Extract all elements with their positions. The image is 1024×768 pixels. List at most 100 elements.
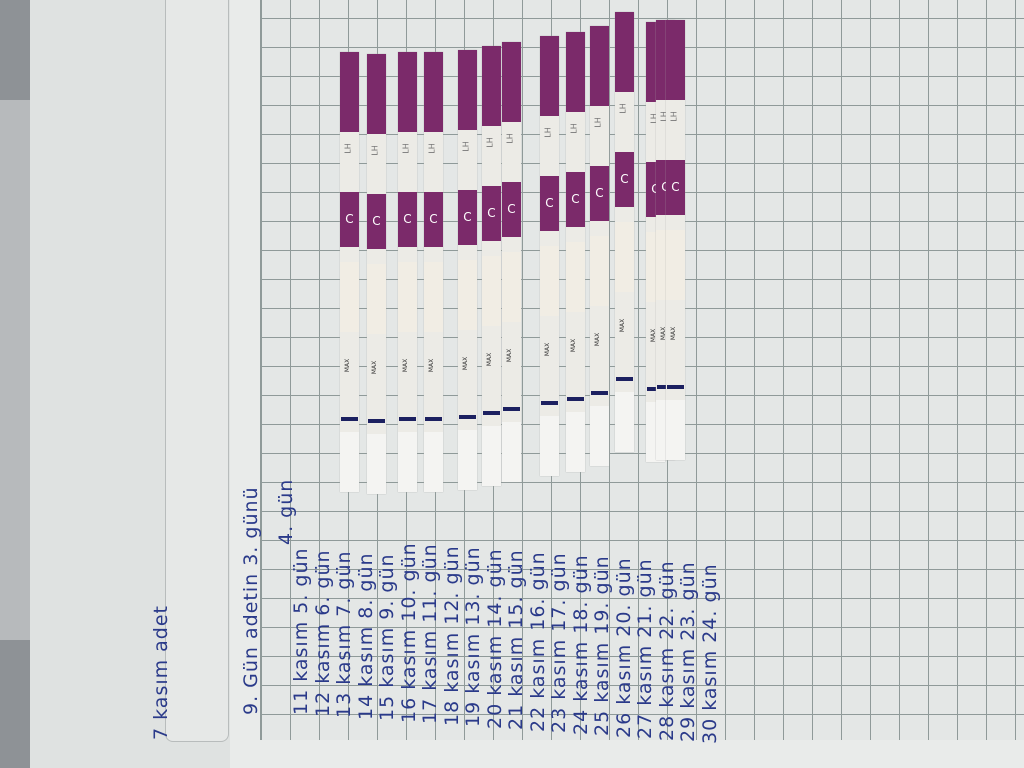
max-label: MAX: [570, 338, 578, 353]
c-label: C: [463, 210, 472, 224]
test-pad: [502, 252, 521, 322]
strip-tip: [398, 432, 417, 492]
strip-handle: [666, 20, 685, 100]
strip-handle: [340, 52, 359, 132]
note-line: 22 kasım 16. gün: [526, 550, 549, 732]
note-line: 18 kasım 12. gün: [440, 544, 463, 726]
max-label: MAX: [619, 318, 627, 333]
test-pad: [482, 256, 501, 326]
control-band: C: [367, 194, 386, 249]
max-label: MAX: [371, 360, 379, 375]
lh-label: LH: [485, 137, 495, 148]
lh-label: LH: [669, 111, 679, 122]
max-line: [341, 417, 358, 421]
test-pad: [458, 260, 477, 330]
test-strip: LH C MAX: [615, 12, 634, 452]
max-line: [399, 417, 416, 421]
strip-tip: [502, 422, 521, 482]
test-pad: [340, 262, 359, 332]
test-pad: [566, 242, 585, 312]
strip-tip: [590, 406, 609, 466]
lh-label: LH: [505, 133, 515, 144]
max-label: MAX: [402, 358, 410, 373]
c-label: C: [545, 196, 554, 210]
strip-handle: [424, 52, 443, 132]
control-band: C: [666, 160, 685, 215]
c-label: C: [507, 202, 516, 216]
note-line: 23 kasım 17. gün: [548, 552, 570, 733]
c-label: C: [429, 212, 438, 226]
note-line: 16 kasım 10. gün: [397, 541, 420, 723]
strip-tip: [340, 432, 359, 492]
control-band: C: [340, 192, 359, 247]
note-line: 17 kasım 11. gün: [419, 543, 441, 724]
test-strip: LH C MAX: [458, 50, 477, 490]
max-label: MAX: [670, 326, 678, 341]
strip-tip: [566, 412, 585, 472]
max-line: [667, 385, 684, 389]
max-label: MAX: [486, 352, 494, 367]
note-line: 15 kasım 9. gün: [376, 553, 398, 721]
strip-handle: [566, 32, 585, 112]
control-band: C: [398, 192, 417, 247]
note-line: 9. Gün adetin 3. günü: [240, 486, 262, 715]
test-pad: [424, 262, 443, 332]
note-line: 27 kasım 21. gün: [634, 558, 656, 739]
lh-label: LH: [343, 143, 353, 154]
max-line: [459, 415, 476, 419]
test-strip: LH C MAX: [482, 46, 501, 486]
strip-handle: [367, 54, 386, 134]
note-line: 26 kasım 20. gün: [612, 556, 635, 738]
max-line: [368, 419, 385, 423]
control-band: C: [540, 176, 559, 231]
note-line: 20 kasım 14. gün: [483, 547, 506, 729]
strip-tip: [482, 426, 501, 486]
note-line: 4. gün: [275, 478, 297, 545]
test-strip: LH C MAX: [566, 32, 585, 472]
strip-handle: [540, 36, 559, 116]
max-label: MAX: [544, 342, 552, 357]
c-label: C: [372, 214, 381, 228]
test-pad: [398, 262, 417, 332]
lh-label: LH: [401, 143, 411, 154]
max-label: MAX: [428, 358, 436, 373]
control-band: C: [482, 186, 501, 241]
max-line: [591, 391, 608, 395]
c-label: C: [403, 212, 412, 226]
note-line: 19 kasım 13. gün: [462, 546, 484, 727]
test-pad: [540, 246, 559, 316]
strip-tip: [367, 434, 386, 494]
margin-box: [165, 0, 229, 742]
max-label: MAX: [594, 332, 602, 347]
control-band: C: [566, 172, 585, 227]
note-line: 29 kasım 23. gün: [677, 561, 699, 742]
strip-handle: [482, 46, 501, 126]
strip-handle: [502, 42, 521, 122]
test-strip: LH C MAX: [502, 42, 521, 482]
note-line: 11 kasım 5. gün: [290, 547, 312, 715]
lh-label: LH: [618, 103, 628, 114]
max-label: MAX: [462, 356, 470, 371]
note-title: 7 kasım adet: [150, 604, 172, 740]
max-line: [567, 397, 584, 401]
c-label: C: [487, 206, 496, 220]
test-pad: [367, 264, 386, 334]
max-line: [647, 387, 664, 391]
test-strip: LH C MAX: [540, 36, 559, 476]
test-strip: LH C MAX: [666, 20, 685, 460]
test-strip: LH C MAX: [367, 54, 386, 494]
test-strip: LH C MAX: [590, 26, 609, 466]
grid-paper: [260, 0, 1024, 740]
test-strip: LH C MAX: [340, 52, 359, 492]
note-line: 25 kasım 19. gün: [591, 555, 613, 736]
test-strip: LH C MAX: [424, 52, 443, 492]
c-label: C: [345, 212, 354, 226]
lh-label: LH: [427, 143, 437, 154]
note-line: 24 kasım 18. gün: [569, 553, 592, 735]
c-label: C: [620, 172, 629, 186]
lh-label: LH: [569, 123, 579, 134]
strip-tip: [424, 432, 443, 492]
c-label: C: [595, 186, 604, 200]
strip-handle: [398, 52, 417, 132]
max-line: [483, 411, 500, 415]
